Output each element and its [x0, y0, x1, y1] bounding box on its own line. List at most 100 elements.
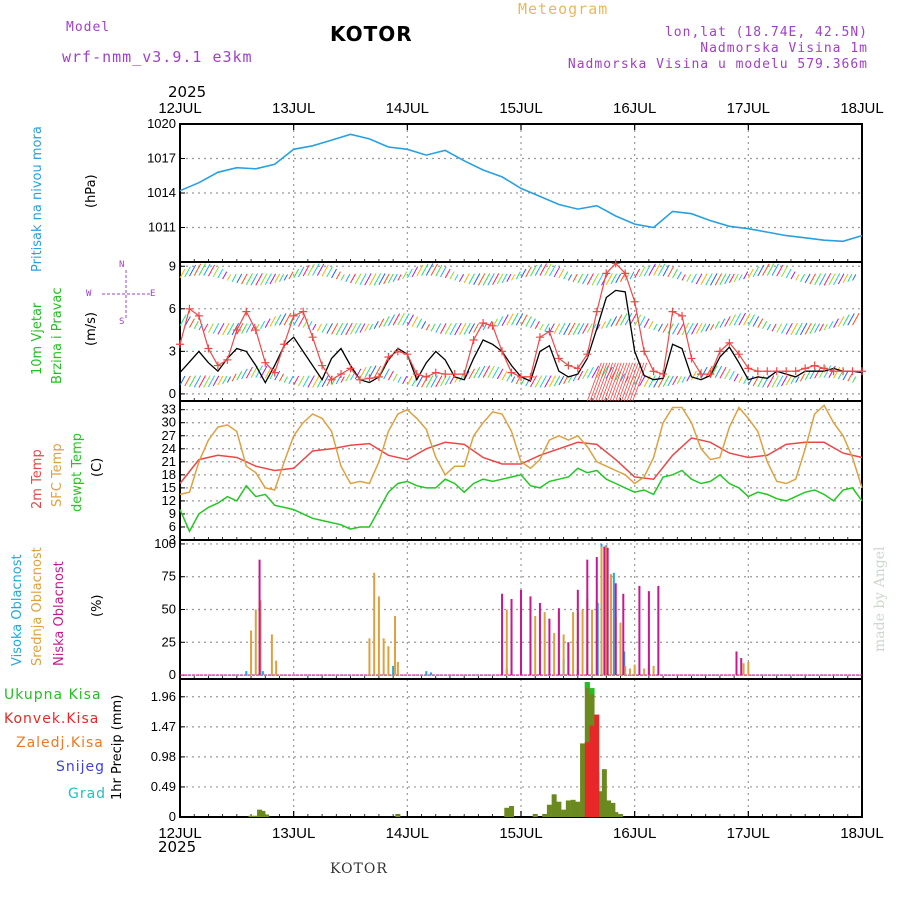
- wind-barb: [530, 264, 538, 277]
- wind-barb: [297, 316, 305, 327]
- wind-barb: [222, 322, 230, 336]
- wind-barb: [804, 370, 811, 381]
- wind-barb: [217, 375, 224, 386]
- wind-barb: [245, 273, 253, 285]
- y-tick-label: 30: [162, 415, 176, 430]
- legend-grad: Grad: [68, 786, 107, 802]
- cloud-bar: [538, 602, 541, 676]
- wind-barb: [833, 366, 841, 379]
- wind-barb: [719, 366, 727, 379]
- wind-barb: [279, 313, 287, 326]
- wind-barb: [421, 321, 427, 330]
- gust-marker: [696, 370, 705, 379]
- wind-barb: [691, 273, 697, 284]
- wind-barb: [345, 273, 351, 282]
- wind-barb: [837, 273, 845, 285]
- wind-barb: [605, 273, 613, 285]
- cloud-bar: [643, 668, 646, 676]
- temp-line-2: [179, 467, 863, 534]
- gust-marker: [232, 326, 241, 335]
- wind-barb: [691, 322, 699, 335]
- wind-barb: [449, 322, 457, 336]
- wind-barb-strong: [621, 362, 636, 402]
- gust-marker: [346, 364, 355, 373]
- cloud-bar: [562, 634, 565, 676]
- temp-line-0: [179, 437, 863, 484]
- meteogram-title: Meteogram: [518, 0, 609, 18]
- wind-barb: [799, 373, 806, 382]
- wind-barb: [435, 323, 442, 333]
- wind-barb: [842, 314, 850, 327]
- gust-marker: [337, 370, 346, 379]
- wind-barb: [534, 263, 543, 276]
- wind-barb: [226, 274, 232, 281]
- cloud-bar: [394, 616, 397, 676]
- wind-barb: [672, 375, 678, 386]
- wind-barb: [738, 376, 743, 383]
- wind-barb: [482, 323, 487, 331]
- wind-barb: [534, 321, 540, 330]
- y-tick-label: 0: [169, 386, 176, 401]
- wind-barb: [852, 274, 857, 281]
- wind-barb: [402, 271, 408, 280]
- wind-barb: [558, 375, 565, 386]
- cloud-bar: [387, 646, 390, 676]
- wind-barb: [293, 375, 300, 386]
- gust-marker: [715, 347, 724, 356]
- y-tick-label: 1.47: [151, 719, 176, 734]
- wind-barb: [496, 273, 504, 285]
- cloud-bar: [382, 638, 385, 676]
- cloud-bar: [377, 596, 380, 676]
- gust-marker: [592, 307, 601, 316]
- wind-barb: [492, 273, 500, 285]
- y-tick-label: 1011: [148, 220, 176, 235]
- wind-barb: [335, 271, 341, 280]
- wind-barb: [430, 323, 436, 332]
- cloud-bar: [633, 664, 636, 676]
- wind-barb: [179, 268, 186, 279]
- y-tick-label: 25: [162, 634, 176, 649]
- wind-barb-strong: [623, 362, 639, 402]
- wind-barb: [307, 375, 315, 388]
- altitude-label: Nadmorska Visina 1m: [700, 41, 868, 56]
- precip-bar: [613, 812, 619, 817]
- precip-bar: [395, 813, 401, 817]
- wind-barb: [586, 366, 594, 379]
- wind-barb: [406, 268, 413, 279]
- cloud-bar: [245, 671, 248, 676]
- wind-barb: [458, 373, 465, 382]
- wind-barb: [425, 263, 434, 276]
- wind-barb: [383, 368, 390, 380]
- wind-barb: [468, 368, 475, 380]
- wind-barb: [241, 323, 248, 334]
- wind-barb: [681, 376, 686, 383]
- wind-barb: [416, 318, 423, 328]
- y-tick-label: 1020: [147, 116, 176, 131]
- wind-barb: [279, 273, 285, 282]
- wind-barb: [440, 266, 447, 278]
- legend-snow: Snijeg: [56, 759, 106, 775]
- wind-barb: [567, 322, 576, 336]
- precip-bar: [601, 769, 607, 817]
- wind-barb: [558, 322, 566, 335]
- wind-barb: [809, 273, 816, 285]
- x-tick-label: 13JUL: [272, 100, 315, 117]
- wind-barb: [345, 322, 353, 336]
- wind-barb: [634, 268, 641, 279]
- wind-barb: [525, 266, 532, 278]
- wind-barb: [539, 323, 544, 331]
- wind-barb: [312, 323, 317, 331]
- precip-bar: [532, 813, 538, 817]
- gust-marker: [308, 333, 317, 342]
- wind-barb: [653, 323, 658, 331]
- wind-barb: [203, 263, 211, 276]
- gust-marker: [460, 370, 469, 379]
- wind-barb: [752, 316, 760, 327]
- cloud-bar: [735, 651, 738, 676]
- wind-barb: [444, 375, 451, 386]
- wind-barb: [643, 264, 651, 277]
- cloud-bar: [510, 599, 513, 676]
- wind-barb: [184, 375, 191, 387]
- wind-barb: [776, 264, 784, 277]
- wind-barb: [307, 263, 315, 276]
